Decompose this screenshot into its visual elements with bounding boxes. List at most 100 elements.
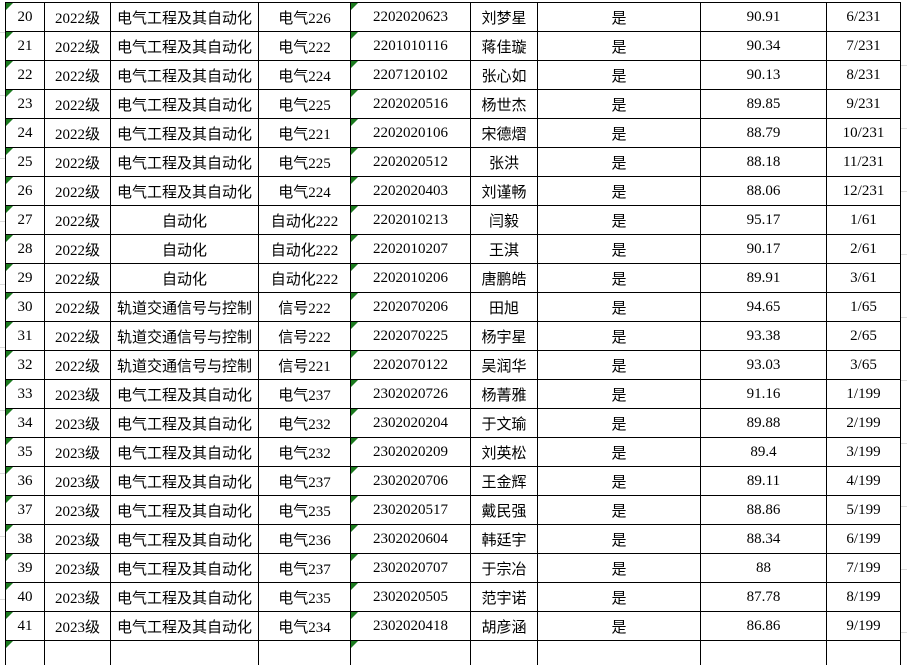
cell-major[interactable]: 电气工程及其自动化 (110, 89, 259, 119)
cell-student-id[interactable]: 2202010207 (350, 234, 471, 264)
cell-major[interactable]: 电气工程及其自动化 (110, 147, 259, 177)
cell-student-id[interactable]: 2302020706 (350, 466, 471, 496)
cell-student-name[interactable]: 杨世杰 (470, 89, 538, 119)
cell-score[interactable]: 88.18 (700, 147, 827, 177)
cell-qualified-flag[interactable]: 是 (537, 321, 701, 351)
cell-student-name[interactable]: 于文瑜 (470, 408, 538, 438)
cell-grade[interactable]: 2023级 (44, 466, 111, 496)
cell-rank[interactable]: 3/65 (826, 350, 901, 380)
cell-major[interactable]: 电气工程及其自动化 (110, 466, 259, 496)
cell-student-name[interactable]: 戴民强 (470, 495, 538, 525)
cell-score[interactable]: 95.17 (700, 205, 827, 235)
cell-row-number[interactable]: 26 (5, 176, 45, 206)
cell-student-name[interactable] (470, 640, 538, 665)
cell-row-number[interactable]: 35 (5, 437, 45, 467)
cell-student-name[interactable]: 范宇诺 (470, 582, 538, 612)
cell-grade[interactable]: 2022级 (44, 176, 111, 206)
cell-score[interactable] (700, 640, 827, 665)
cell-student-id[interactable]: 2202070122 (350, 350, 471, 380)
cell-grade[interactable]: 2022级 (44, 350, 111, 380)
cell-score[interactable]: 93.03 (700, 350, 827, 380)
cell-qualified-flag[interactable]: 是 (537, 31, 701, 61)
cell-student-name[interactable]: 宋德熠 (470, 118, 538, 148)
cell-score[interactable]: 88.86 (700, 495, 827, 525)
cell-student-id[interactable]: 2302020517 (350, 495, 471, 525)
cell-student-id[interactable]: 2202020403 (350, 176, 471, 206)
cell-student-id[interactable]: 2202020623 (350, 2, 471, 32)
cell-class-name[interactable]: 信号222 (258, 292, 351, 322)
cell-grade[interactable]: 2023级 (44, 582, 111, 612)
cell-student-id[interactable]: 2302020505 (350, 582, 471, 612)
cell-student-name[interactable]: 唐鹏皓 (470, 263, 538, 293)
cell-score[interactable]: 90.13 (700, 60, 827, 90)
cell-student-id[interactable]: 2302020726 (350, 379, 471, 409)
cell-major[interactable]: 电气工程及其自动化 (110, 176, 259, 206)
cell-class-name[interactable] (258, 640, 351, 665)
cell-grade[interactable]: 2023级 (44, 437, 111, 467)
cell-major[interactable]: 自动化 (110, 263, 259, 293)
cell-student-name[interactable]: 胡彦涵 (470, 611, 538, 641)
cell-rank[interactable]: 7/199 (826, 553, 901, 583)
cell-row-number[interactable]: 37 (5, 495, 45, 525)
cell-major[interactable]: 电气工程及其自动化 (110, 611, 259, 641)
cell-student-id[interactable]: 2302020209 (350, 437, 471, 467)
cell-row-number[interactable]: 24 (5, 118, 45, 148)
cell-major[interactable]: 轨道交通信号与控制 (110, 292, 259, 322)
cell-class-name[interactable]: 信号222 (258, 321, 351, 351)
cell-qualified-flag[interactable]: 是 (537, 408, 701, 438)
cell-rank[interactable]: 1/65 (826, 292, 901, 322)
cell-class-name[interactable]: 自动化222 (258, 234, 351, 264)
cell-row-number[interactable]: 36 (5, 466, 45, 496)
cell-score[interactable]: 86.86 (700, 611, 827, 641)
cell-class-name[interactable]: 信号221 (258, 350, 351, 380)
cell-rank[interactable]: 4/199 (826, 466, 901, 496)
cell-score[interactable]: 89.85 (700, 89, 827, 119)
cell-qualified-flag[interactable]: 是 (537, 437, 701, 467)
cell-qualified-flag[interactable]: 是 (537, 89, 701, 119)
cell-class-name[interactable]: 电气235 (258, 495, 351, 525)
cell-class-name[interactable]: 电气225 (258, 147, 351, 177)
cell-score[interactable]: 89.11 (700, 466, 827, 496)
cell-major[interactable]: 自动化 (110, 205, 259, 235)
cell-grade[interactable]: 2022级 (44, 263, 111, 293)
cell-student-name[interactable]: 刘谨畅 (470, 176, 538, 206)
cell-score[interactable]: 90.17 (700, 234, 827, 264)
cell-row-number[interactable]: 29 (5, 263, 45, 293)
cell-major[interactable]: 电气工程及其自动化 (110, 524, 259, 554)
cell-qualified-flag[interactable]: 是 (537, 60, 701, 90)
cell-major[interactable]: 电气工程及其自动化 (110, 118, 259, 148)
cell-rank[interactable]: 8/231 (826, 60, 901, 90)
cell-score[interactable]: 94.65 (700, 292, 827, 322)
cell-row-number[interactable]: 38 (5, 524, 45, 554)
cell-score[interactable]: 89.4 (700, 437, 827, 467)
cell-row-number[interactable]: 20 (5, 2, 45, 32)
cell-major[interactable]: 电气工程及其自动化 (110, 582, 259, 612)
cell-row-number[interactable]: 32 (5, 350, 45, 380)
cell-qualified-flag[interactable]: 是 (537, 205, 701, 235)
cell-major[interactable]: 电气工程及其自动化 (110, 437, 259, 467)
cell-grade[interactable]: 2023级 (44, 408, 111, 438)
cell-major[interactable]: 自动化 (110, 234, 259, 264)
cell-grade[interactable]: 2023级 (44, 553, 111, 583)
cell-student-name[interactable]: 张洪 (470, 147, 538, 177)
cell-row-number[interactable]: 40 (5, 582, 45, 612)
cell-qualified-flag[interactable]: 是 (537, 582, 701, 612)
cell-rank[interactable]: 6/231 (826, 2, 901, 32)
cell-student-id[interactable]: 2202020106 (350, 118, 471, 148)
cell-rank[interactable] (826, 640, 901, 665)
cell-score[interactable]: 88.06 (700, 176, 827, 206)
cell-row-number[interactable]: 41 (5, 611, 45, 641)
cell-class-name[interactable]: 电气236 (258, 524, 351, 554)
cell-qualified-flag[interactable]: 是 (537, 234, 701, 264)
cell-grade[interactable]: 2022级 (44, 234, 111, 264)
cell-major[interactable]: 电气工程及其自动化 (110, 60, 259, 90)
cell-score[interactable]: 88.34 (700, 524, 827, 554)
cell-class-name[interactable]: 电气237 (258, 466, 351, 496)
cell-rank[interactable]: 9/231 (826, 89, 901, 119)
cell-student-id[interactable]: 2202010213 (350, 205, 471, 235)
cell-row-number[interactable]: 27 (5, 205, 45, 235)
cell-row-number[interactable]: 33 (5, 379, 45, 409)
cell-student-name[interactable]: 王金辉 (470, 466, 538, 496)
cell-grade[interactable]: 2022级 (44, 89, 111, 119)
cell-major[interactable] (110, 640, 259, 665)
